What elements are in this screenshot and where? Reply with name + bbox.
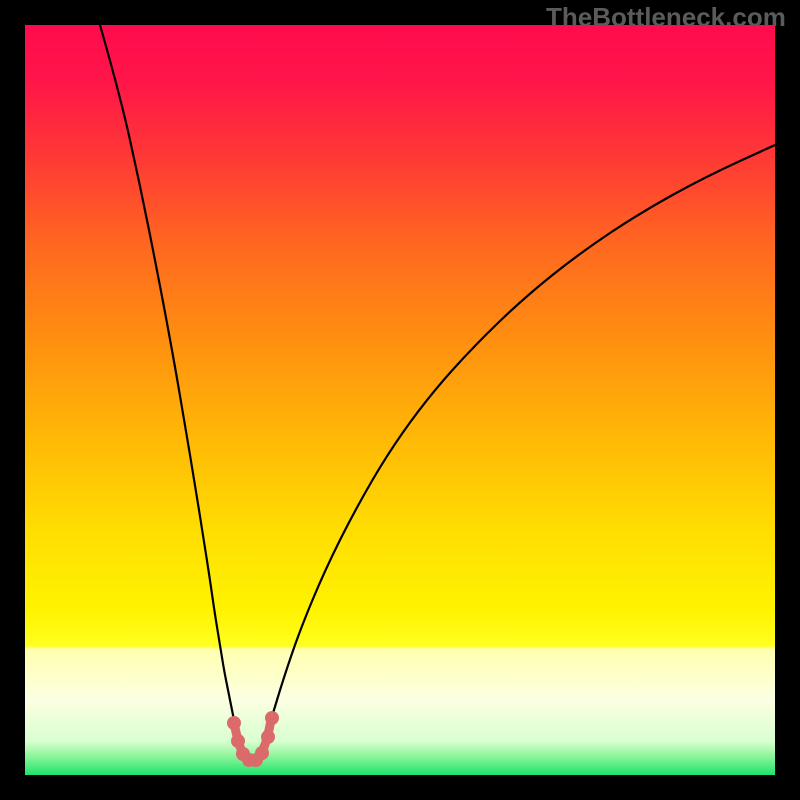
valley-marker bbox=[227, 716, 241, 730]
valley-marker bbox=[255, 746, 269, 760]
valley-marker bbox=[265, 711, 279, 725]
valley-marker bbox=[261, 730, 275, 744]
gradient-bg bbox=[25, 25, 775, 775]
chart-frame: TheBottleneck.com bbox=[0, 0, 800, 800]
valley-marker bbox=[231, 734, 245, 748]
plot-area bbox=[25, 25, 775, 775]
watermark-text: TheBottleneck.com bbox=[546, 2, 786, 33]
